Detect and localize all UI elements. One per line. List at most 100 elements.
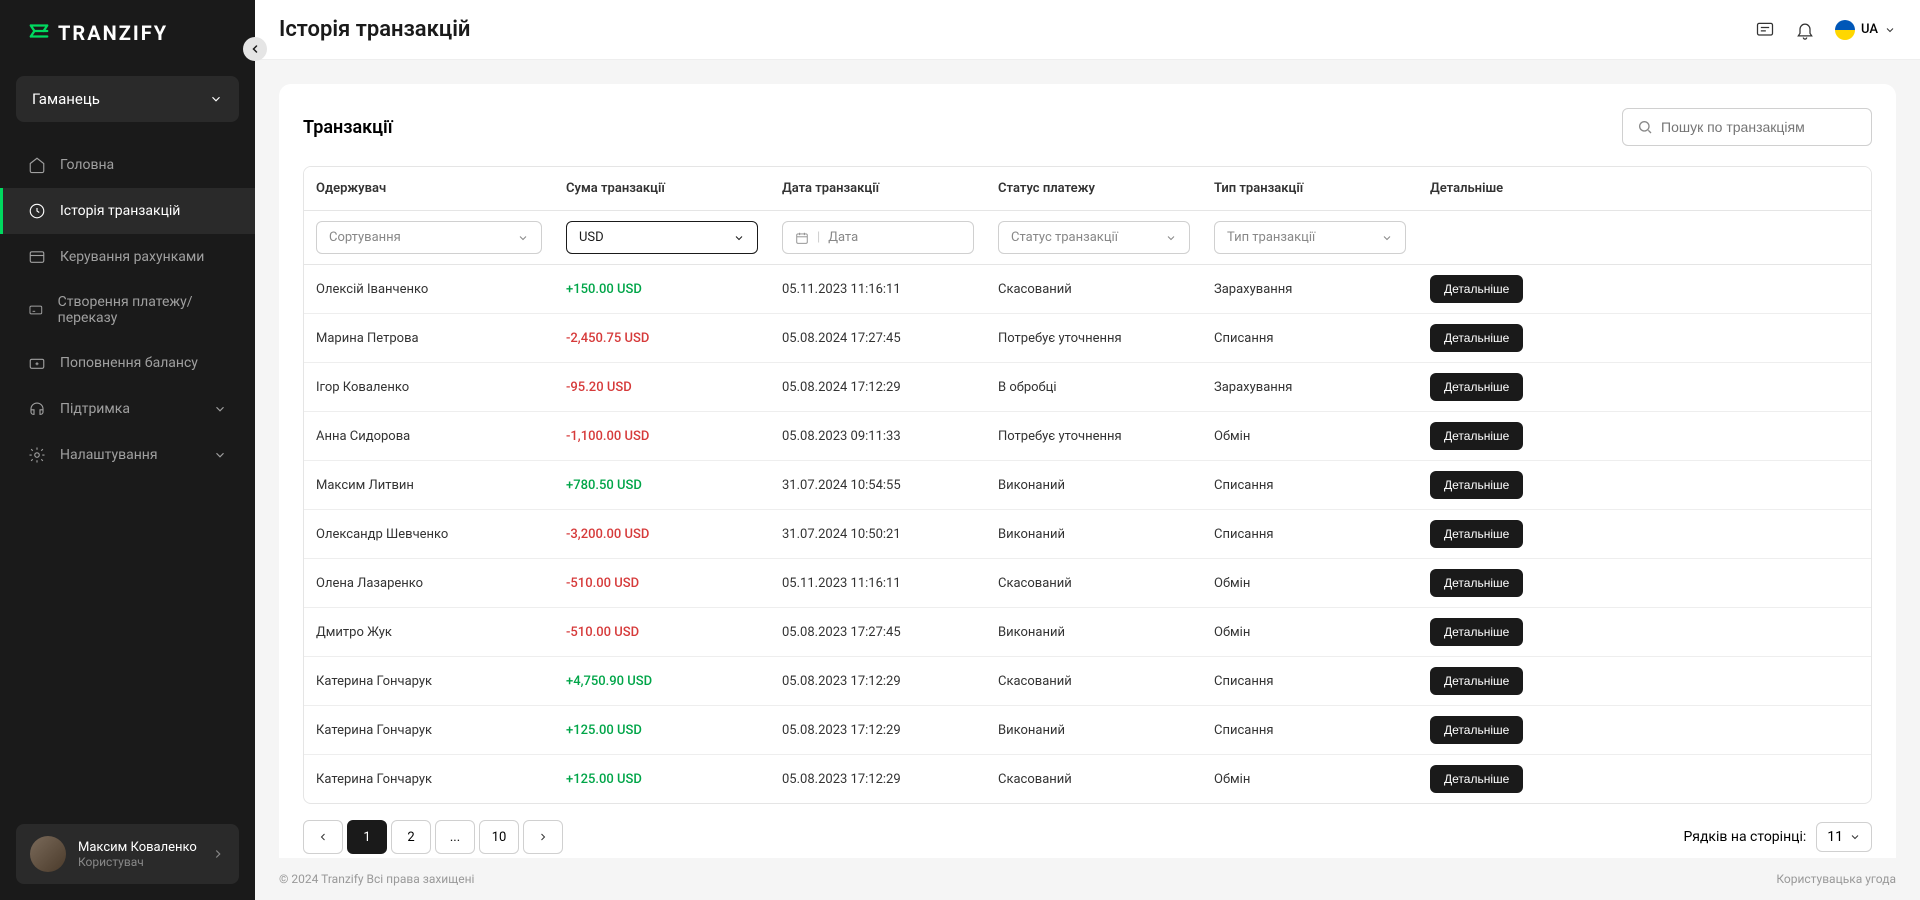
cell-details: Детальніше <box>1418 657 1528 705</box>
cell-amount: +780.50 USD <box>554 468 770 503</box>
chevron-down-icon <box>209 92 223 106</box>
main: Історія транзакцій UA Транзакції <box>255 0 1920 900</box>
details-button[interactable]: Детальніше <box>1430 471 1523 499</box>
page-next-button[interactable] <box>523 820 563 854</box>
cell-date: 31.07.2024 10:50:21 <box>770 517 986 552</box>
cell-type: Обмін <box>1202 762 1418 797</box>
details-button[interactable]: Детальніше <box>1430 324 1523 352</box>
table-row: Олексій Іванченко +150.00 USD 05.11.2023… <box>304 265 1871 314</box>
chevron-down-icon <box>1165 232 1177 244</box>
nav-label: Історія транзакцій <box>60 203 180 219</box>
header: Історія транзакцій UA <box>255 0 1920 60</box>
details-button[interactable]: Детальніше <box>1430 520 1523 548</box>
cell-details: Детальніше <box>1418 559 1528 607</box>
cell-recipient: Олена Лазаренко <box>304 566 554 601</box>
table-row: Катерина Гончарук +4,750.90 USD 05.08.20… <box>304 657 1871 706</box>
cell-status: Виконаний <box>986 713 1202 748</box>
page-prev-button[interactable] <box>303 820 343 854</box>
bell-icon[interactable] <box>1795 20 1815 40</box>
currency-value: USD <box>579 230 604 245</box>
cell-type: Зарахування <box>1202 272 1418 307</box>
cell-details: Детальніше <box>1418 314 1528 362</box>
page-button[interactable]: 2 <box>391 820 431 854</box>
transactions-table: Одержувач Сума транзакції Дата транзакці… <box>303 166 1872 804</box>
table-row: Максим Литвин +780.50 USD 31.07.2024 10:… <box>304 461 1871 510</box>
cell-recipient: Анна Сидорова <box>304 419 554 454</box>
nav-accounts[interactable]: Керування рахунками <box>0 234 255 280</box>
cell-amount: -510.00 USD <box>554 566 770 601</box>
chevron-right-icon <box>537 831 549 843</box>
cell-status: Потребує уточнення <box>986 419 1202 454</box>
cell-amount: +125.00 USD <box>554 762 770 797</box>
cell-details: Детальніше <box>1418 706 1528 754</box>
copyright: © 2024 Tranzify Всі права захищені <box>279 872 474 886</box>
rows-value: 11 <box>1827 829 1843 845</box>
chevron-down-icon <box>517 232 529 244</box>
brand-name: TRANZIFY <box>58 21 168 45</box>
cell-details: Детальніше <box>1418 363 1528 411</box>
nav-home[interactable]: Головна <box>0 142 255 188</box>
table-row: Анна Сидорова -1,100.00 USD 05.08.2023 0… <box>304 412 1871 461</box>
table-body: Олексій Іванченко +150.00 USD 05.11.2023… <box>304 265 1871 803</box>
col-details: Детальніше <box>1418 167 1528 210</box>
cell-details: Детальніше <box>1418 510 1528 558</box>
cell-recipient: Максим Литвин <box>304 468 554 503</box>
language-selector[interactable]: UA <box>1835 20 1896 40</box>
search-box[interactable] <box>1622 108 1872 146</box>
page-button[interactable]: ... <box>435 820 475 854</box>
cell-date: 31.07.2024 10:54:55 <box>770 468 986 503</box>
logo-icon <box>28 20 50 46</box>
nav-label: Підтримка <box>60 401 130 417</box>
details-button[interactable]: Детальніше <box>1430 667 1523 695</box>
calendar-icon <box>795 231 809 245</box>
currency-select[interactable]: USD <box>566 221 758 254</box>
transactions-card: Транзакції Одержувач Сума транзакції Дат… <box>279 84 1896 858</box>
cell-amount: -3,200.00 USD <box>554 517 770 552</box>
user-agreement-link[interactable]: Користувацька угода <box>1776 872 1896 886</box>
payment-icon <box>28 301 44 319</box>
table-row: Олена Лазаренко -510.00 USD 05.11.2023 1… <box>304 559 1871 608</box>
cell-status: Виконаний <box>986 615 1202 650</box>
details-button[interactable]: Детальніше <box>1430 373 1523 401</box>
user-card[interactable]: Максим Коваленко Користувач <box>16 824 239 884</box>
details-button[interactable]: Детальніше <box>1430 716 1523 744</box>
details-button[interactable]: Детальніше <box>1430 618 1523 646</box>
chevron-left-icon <box>317 831 329 843</box>
cell-type: Списання <box>1202 517 1418 552</box>
cell-type: Обмін <box>1202 419 1418 454</box>
avatar <box>30 836 66 872</box>
nav-topup[interactable]: Поповнення балансу <box>0 340 255 386</box>
wallet-selector[interactable]: Гаманець <box>16 76 239 122</box>
type-select[interactable]: Тип транзакції <box>1214 221 1406 254</box>
rows-select[interactable]: 11 <box>1816 822 1872 852</box>
cell-date: 05.08.2024 17:12:29 <box>770 370 986 405</box>
nav-history[interactable]: Історія транзакцій <box>0 188 255 234</box>
details-button[interactable]: Детальніше <box>1430 569 1523 597</box>
page-button[interactable]: 10 <box>479 820 519 854</box>
cell-recipient: Марина Петрова <box>304 321 554 356</box>
cell-amount: +150.00 USD <box>554 272 770 307</box>
collapse-sidebar-button[interactable] <box>243 37 267 61</box>
nav-payment[interactable]: Створення платежу/переказу <box>0 280 255 340</box>
card-header: Транзакції <box>303 108 1872 146</box>
cell-status: Виконаний <box>986 517 1202 552</box>
sort-select[interactable]: Сортування <box>316 221 542 254</box>
col-amount: Сума транзакції <box>554 167 770 210</box>
cell-type: Зарахування <box>1202 370 1418 405</box>
cell-type: Списання <box>1202 468 1418 503</box>
details-button[interactable]: Детальніше <box>1430 422 1523 450</box>
cell-recipient: Олександр Шевченко <box>304 517 554 552</box>
details-button[interactable]: Детальніше <box>1430 275 1523 303</box>
date-filter[interactable]: | Дата <box>782 221 974 254</box>
cell-date: 05.11.2023 11:16:11 <box>770 272 986 307</box>
chat-icon[interactable] <box>1755 20 1775 40</box>
type-placeholder: Тип транзакції <box>1227 230 1315 245</box>
nav-settings[interactable]: Налаштування <box>0 432 255 478</box>
details-button[interactable]: Детальніше <box>1430 765 1523 793</box>
pagination-row: 12...10 Рядків на сторінці: 11 <box>303 820 1872 854</box>
status-select[interactable]: Статус транзакції <box>998 221 1190 254</box>
search-input[interactable] <box>1661 119 1857 135</box>
cell-date: 05.11.2023 11:16:11 <box>770 566 986 601</box>
page-button[interactable]: 1 <box>347 820 387 854</box>
nav-support[interactable]: Підтримка <box>0 386 255 432</box>
